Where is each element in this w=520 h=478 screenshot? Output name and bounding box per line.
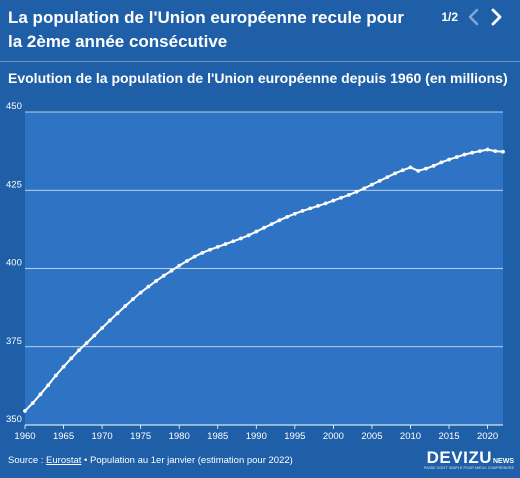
data-point [454,155,459,159]
data-point [462,152,467,157]
data-point [246,233,251,238]
x-tick-label: 1980 [169,431,190,442]
data-point [231,239,236,244]
data-point [69,356,74,361]
x-tick-label: 2005 [361,431,382,442]
data-point [470,150,475,155]
x-tick-label: 2015 [438,431,459,442]
data-point [431,163,436,168]
data-point [331,198,336,203]
source-link[interactable]: Eurostat [46,455,82,466]
x-tick-label: 2010 [400,431,421,442]
data-point [100,326,104,330]
data-point [447,157,451,162]
logo-tagline: PASSE DON'T SIMPLE POUR MIEUX COMPRENDRE [423,466,514,470]
x-tick-label: 2000 [323,431,344,442]
data-point [131,297,135,302]
data-point [138,290,143,295]
logo-suffix: NEWS [493,458,514,465]
chevron-left-icon[interactable] [466,8,482,26]
y-tick-label: 400 [6,258,22,269]
data-point [393,171,397,176]
data-point [362,186,367,191]
data-point [400,168,405,173]
data-point [485,147,490,152]
data-point [424,166,428,171]
x-tick-label: 1975 [130,431,151,442]
data-point [38,392,43,397]
data-point [493,149,498,154]
data-point [169,268,174,273]
chart-title: Evolution de la population de l'Union eu… [8,70,508,86]
data-point [501,149,505,154]
data-point [177,263,182,268]
header-divider [0,61,520,62]
data-point [23,409,27,413]
data-point [370,182,374,187]
x-tick-label: 1985 [207,431,228,442]
x-tick-label: 2020 [477,431,498,442]
data-point [46,383,51,388]
data-point [254,229,259,234]
data-point [30,401,35,405]
x-tick-label: 1965 [53,431,74,442]
data-point [308,206,313,211]
x-tick-label: 1960 [14,431,35,442]
data-point [285,214,290,219]
data-point [277,218,282,223]
data-point [385,175,390,180]
data-point [416,168,421,173]
x-tick-label: 1990 [246,431,267,442]
data-point [77,348,81,353]
y-tick-label: 450 [6,101,22,112]
data-point [408,165,413,170]
data-point [208,247,212,252]
chevron-right-icon[interactable] [490,8,506,26]
data-point [92,333,97,338]
pager: 1/2 [441,8,506,26]
data-point [215,245,220,249]
data-point [53,373,58,378]
data-point [238,236,243,241]
source-prefix: Source : [8,455,47,466]
devizu-logo: DEVIZUNEWS PASSE DON'T SIMPLE POUR MIEUX… [424,448,514,470]
data-point [346,193,351,197]
data-point [123,304,128,308]
data-point [292,211,297,216]
data-point [154,279,158,283]
data-point [269,222,274,226]
data-point [61,364,66,369]
y-tick-label: 425 [6,179,22,190]
data-point [161,273,166,278]
data-point [107,318,112,323]
data-point [146,284,151,289]
y-tick-label: 375 [6,336,22,347]
x-tick-label: 1970 [92,431,113,442]
data-point [354,189,359,194]
data-point [316,204,320,208]
data-point [477,149,482,154]
data-point [185,259,189,263]
data-point [300,209,305,213]
y-tick-label: 350 [6,414,22,425]
source-note: • Population au 1er janvier (estimation … [81,455,293,466]
data-point [262,225,266,230]
data-point [339,195,343,200]
data-point [192,254,197,259]
x-tick-label: 1995 [284,431,305,442]
data-point [323,201,328,206]
source-footer: Source : Eurostat • Population au 1er ja… [8,455,293,466]
data-point [84,341,89,345]
data-point [377,178,382,183]
page-counter: 1/2 [441,10,458,24]
population-line-chart: 350 375 400 425 450 1960 1965 1970 1975 1980 1985 1… [6,101,505,442]
data-point [200,250,205,255]
data-point [439,160,444,165]
data-point [115,311,120,316]
data-point [223,242,228,246]
logo-name: DEVIZU [426,448,492,467]
page-headline: La population de l'Union européenne recu… [8,8,405,51]
